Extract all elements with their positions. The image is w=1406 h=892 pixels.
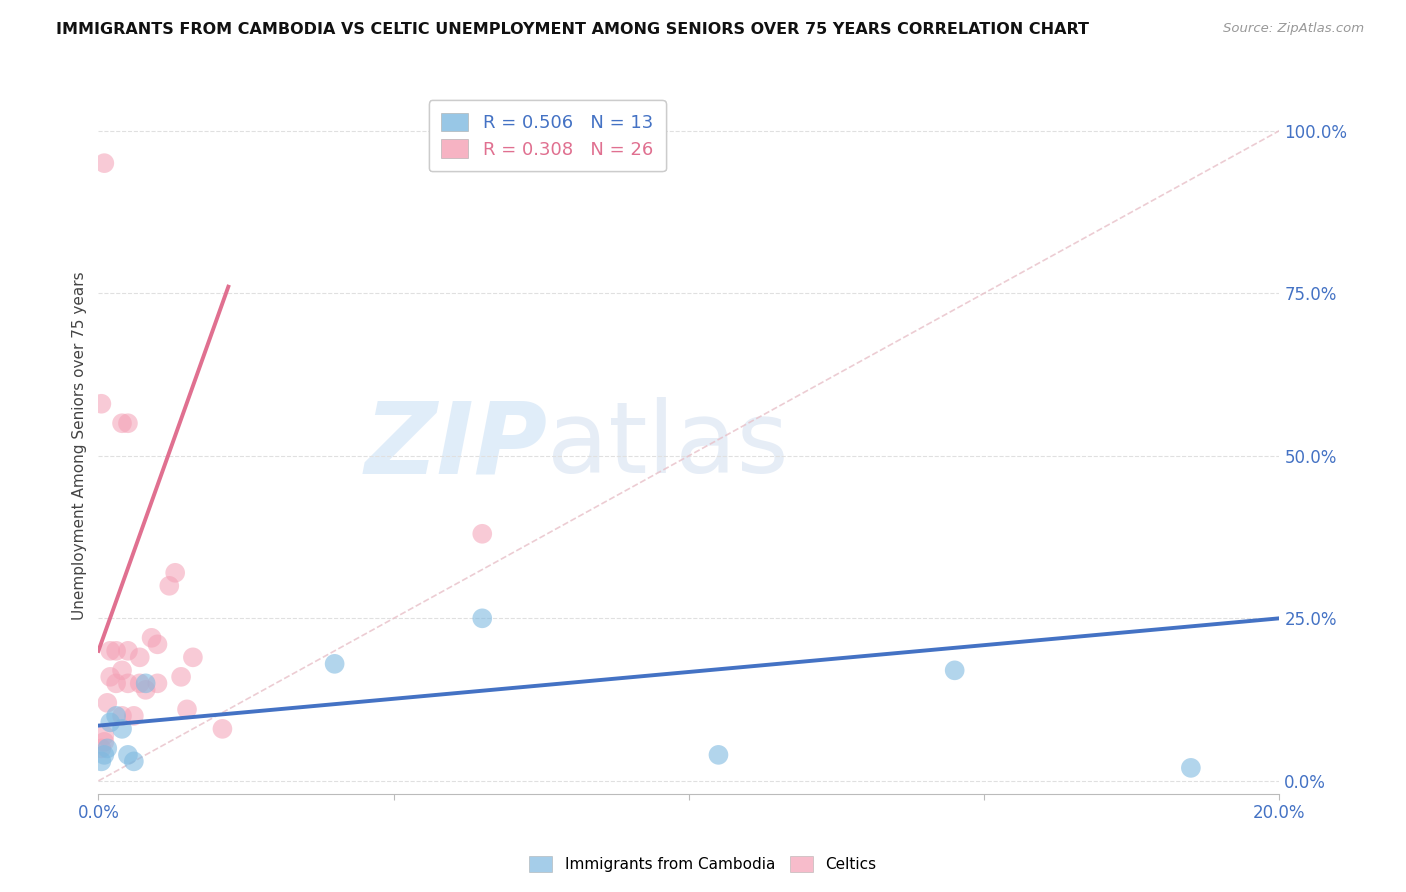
Point [122, 755, 145, 769]
Point [117, 676, 139, 690]
Point [90, 397, 112, 411]
Point [181, 650, 204, 665]
Point [105, 709, 128, 723]
Point [93, 728, 115, 742]
Point [98, 670, 121, 684]
Point [1180, 761, 1202, 775]
Point [105, 676, 128, 690]
Point [98, 715, 121, 730]
Point [93, 735, 115, 749]
Point [96, 741, 118, 756]
Text: IMMIGRANTS FROM CAMBODIA VS CELTIC UNEMPLOYMENT AMONG SENIORS OVER 75 YEARS CORR: IMMIGRANTS FROM CAMBODIA VS CELTIC UNEMP… [56, 22, 1090, 37]
Point [471, 526, 494, 541]
Point [128, 676, 150, 690]
Point [111, 709, 134, 723]
Point [176, 702, 198, 716]
Legend: Immigrants from Cambodia, Celtics: Immigrants from Cambodia, Celtics [522, 848, 884, 880]
Point [141, 631, 163, 645]
Point [128, 650, 150, 665]
Point [146, 676, 169, 690]
Point [117, 416, 139, 430]
Point [122, 709, 145, 723]
Point [90, 755, 112, 769]
Point [96, 696, 118, 710]
Point [135, 682, 157, 697]
Point [111, 416, 134, 430]
Point [323, 657, 346, 671]
Point [93, 156, 115, 170]
Y-axis label: Unemployment Among Seniors over 75 years: Unemployment Among Seniors over 75 years [72, 272, 87, 620]
Point [135, 676, 157, 690]
Point [117, 747, 139, 762]
Point [117, 644, 139, 658]
Point [98, 644, 121, 658]
Text: Source: ZipAtlas.com: Source: ZipAtlas.com [1223, 22, 1364, 36]
Point [471, 611, 494, 625]
Point [157, 579, 180, 593]
Point [165, 566, 187, 580]
Legend: R = 0.506   N = 13, R = 0.308   N = 26: R = 0.506 N = 13, R = 0.308 N = 26 [429, 100, 666, 171]
Point [90, 741, 112, 756]
Point [211, 722, 233, 736]
Text: atlas: atlas [547, 398, 789, 494]
Point [146, 637, 169, 651]
Text: ZIP: ZIP [364, 398, 547, 494]
Point [105, 644, 128, 658]
Point [943, 663, 966, 677]
Point [111, 722, 134, 736]
Point [111, 663, 134, 677]
Point [170, 670, 193, 684]
Point [93, 747, 115, 762]
Point [707, 747, 730, 762]
